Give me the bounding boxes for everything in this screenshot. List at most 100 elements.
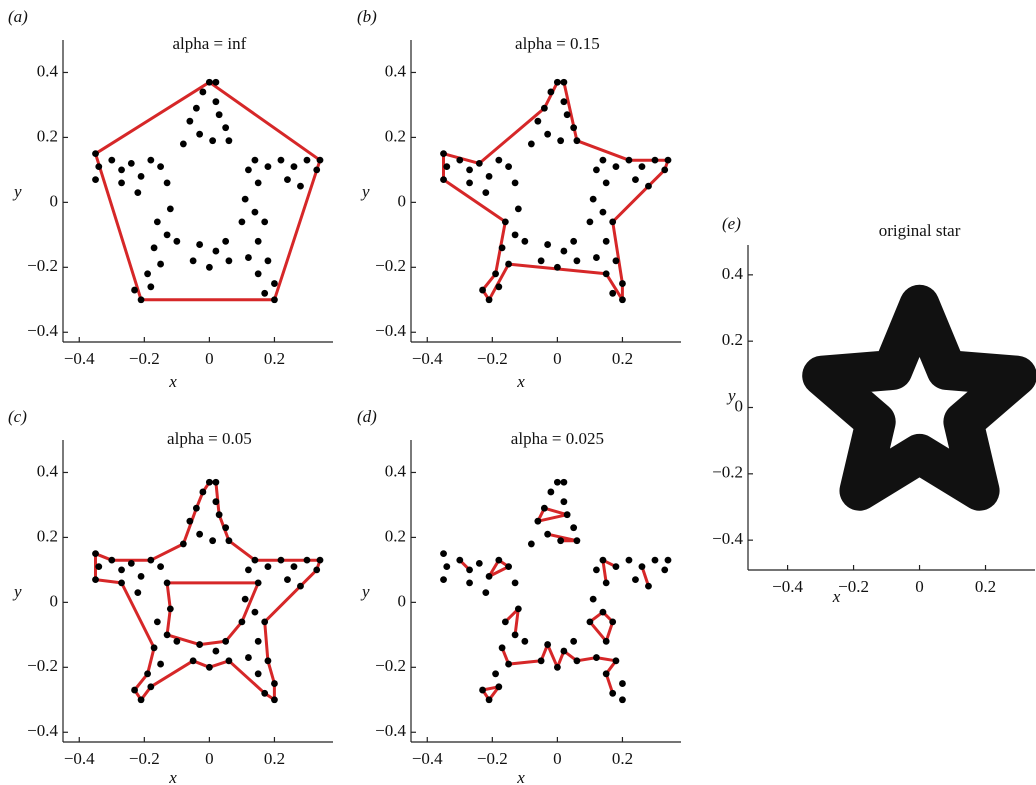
point [534,117,542,125]
point [297,182,304,190]
point [131,286,138,294]
panel-label: (b) [357,7,377,26]
point [505,163,512,171]
x-tick-label: 0 [205,749,214,768]
point [147,683,155,691]
point [593,254,600,261]
point [303,156,311,164]
point [638,563,646,571]
point [589,195,597,203]
point [651,156,659,164]
point [92,550,99,558]
point [157,163,164,171]
point [619,696,626,704]
point [632,576,639,584]
point [466,579,473,587]
y-tick-label: −0.2 [375,656,406,675]
point [254,637,262,645]
point [290,563,298,571]
point [212,78,220,86]
point [547,88,555,96]
point [137,696,145,704]
x-axis-label: x [168,768,177,785]
point [625,556,633,564]
point [131,686,138,694]
point [199,88,207,96]
point [271,296,278,304]
point [95,163,103,171]
point [209,137,217,145]
point [602,579,610,587]
point [261,618,269,626]
y-tick-label: 0 [735,396,744,415]
point [570,237,578,245]
point [557,537,565,545]
point [134,189,142,197]
point [192,104,200,112]
x-tick-label: 0.2 [264,349,285,368]
y-tick-label: −0.4 [375,721,406,740]
point [189,257,197,265]
y-tick-label: 0.2 [385,126,406,145]
point [297,582,304,590]
point [632,176,639,184]
x-tick-label: −0.4 [412,349,443,368]
point [501,618,509,626]
point [205,263,213,271]
point [186,117,194,125]
x-tick-label: 0.2 [612,349,633,368]
point [593,166,600,174]
y-tick-label: −0.4 [375,321,406,340]
panel-title: alpha = 0.15 [515,34,600,53]
point [586,618,594,626]
y-tick-label: −0.4 [27,321,58,340]
point [150,644,158,652]
panel-label: (d) [357,407,377,426]
point [163,179,171,187]
point [560,247,568,255]
point [118,566,125,574]
point [108,556,116,564]
point [501,218,509,226]
point [222,124,230,132]
x-tick-label: −0.2 [129,349,160,368]
point [137,172,145,180]
point [664,156,672,164]
panel-title: alpha = 0.05 [167,429,252,448]
point [521,237,529,245]
point [560,78,568,86]
x-tick-label: −0.4 [412,749,443,768]
outline [94,80,322,302]
point [157,260,164,268]
point [482,189,490,197]
y-tick-label: −0.4 [27,721,58,740]
point [196,530,204,538]
point [573,137,581,145]
point [212,98,220,106]
point [290,163,298,171]
point [602,637,610,645]
point [205,663,213,671]
point [254,579,262,587]
point [511,631,519,639]
point [313,566,321,574]
point [466,179,473,187]
point [544,530,552,538]
point [212,247,220,255]
point [153,218,161,226]
point [215,111,223,119]
point [251,608,259,616]
point [511,179,519,187]
point [205,478,213,486]
point [505,660,512,668]
y-tick-label: −0.2 [27,656,58,675]
point [475,159,483,167]
point [492,270,499,278]
y-axis-label: y [726,386,736,405]
point [661,166,669,174]
point [440,550,447,558]
point [498,244,506,252]
point [589,595,597,603]
point [661,566,669,574]
y-axis-label: y [360,582,370,601]
